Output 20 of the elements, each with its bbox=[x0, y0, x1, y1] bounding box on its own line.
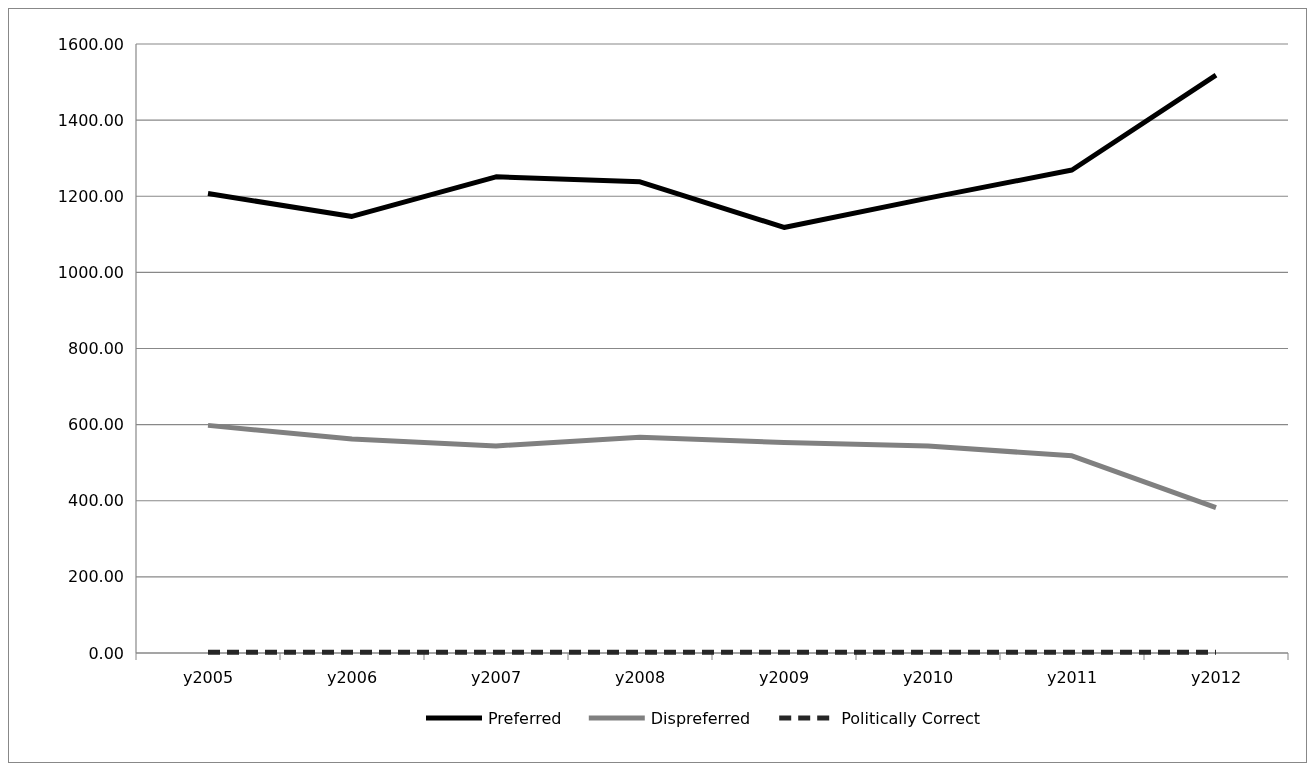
y-tick-label: 1200.00 bbox=[57, 186, 124, 206]
x-tick-label: y2011 bbox=[1046, 668, 1098, 687]
x-tick-label: y2008 bbox=[614, 668, 666, 687]
legend-label: Dispreferred bbox=[650, 708, 751, 728]
legend-label: Preferred bbox=[488, 708, 562, 728]
x-tick-label: y2006 bbox=[326, 668, 378, 687]
y-tick-label: 800.00 bbox=[68, 339, 124, 359]
x-tick-label: y2010 bbox=[902, 668, 954, 687]
y-tick-label: 0.00 bbox=[88, 643, 124, 663]
x-tick-label: y2005 bbox=[182, 668, 234, 687]
x-tick-label: y2012 bbox=[1190, 668, 1242, 687]
y-tick-label: 400.00 bbox=[68, 491, 124, 511]
x-tick-label: y2009 bbox=[758, 668, 810, 687]
legend-label: Politically Correct bbox=[841, 708, 981, 728]
y-tick-label: 1000.00 bbox=[57, 262, 124, 282]
y-tick-label: 200.00 bbox=[68, 567, 124, 587]
y-tick-label: 1400.00 bbox=[57, 110, 124, 130]
x-tick-label: y2007 bbox=[470, 668, 522, 687]
y-tick-label: 1600.00 bbox=[57, 34, 124, 54]
y-tick-label: 600.00 bbox=[68, 415, 124, 435]
